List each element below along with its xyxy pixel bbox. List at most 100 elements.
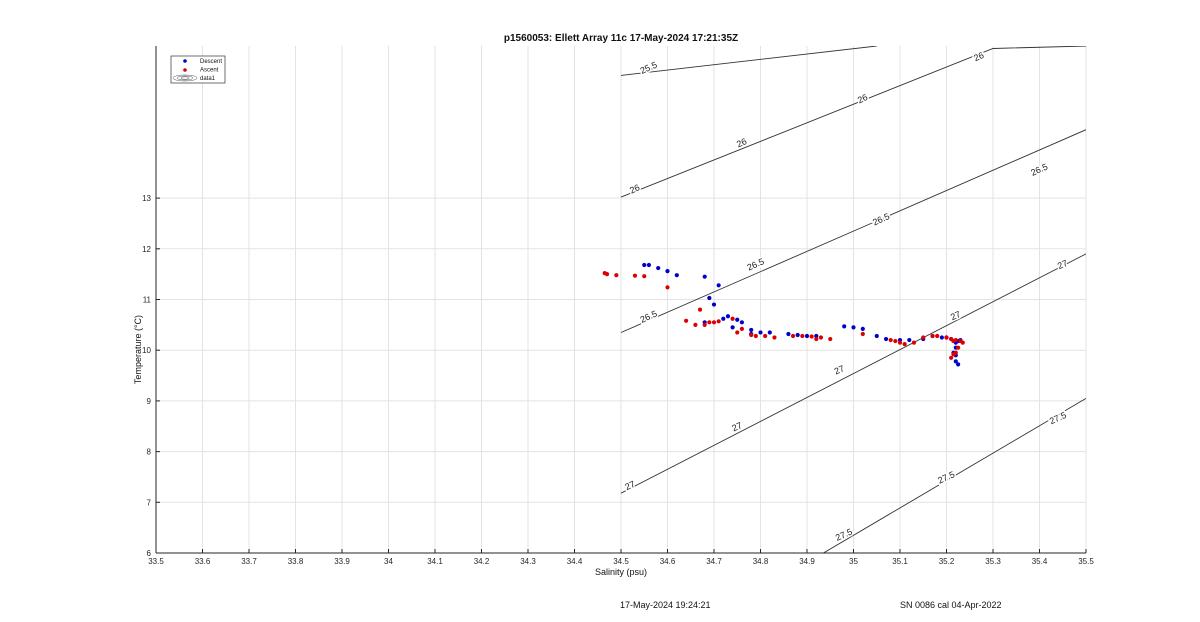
ascent-point (953, 337, 958, 343)
descent-point (874, 333, 879, 339)
descent-point (749, 327, 754, 333)
legend-descent-marker (183, 59, 187, 63)
legend-ascent-marker (183, 68, 187, 72)
ascent-point (902, 342, 907, 347)
contour-26.5 (620, 129, 1086, 333)
ascent-point (818, 335, 824, 340)
x-tick-label: 34.1 (427, 557, 443, 566)
descent-point (939, 335, 944, 340)
x-tick-label: 33.7 (241, 557, 257, 566)
descent-point (883, 336, 889, 342)
ascent-point (716, 319, 721, 324)
x-tick-label: 34.7 (706, 557, 722, 566)
descent-point (956, 362, 961, 367)
descent-point (795, 332, 800, 338)
legend-box (170, 55, 226, 84)
y-tick-label: 9 (147, 397, 152, 406)
descent-point (725, 314, 731, 319)
descent-point (642, 262, 647, 268)
x-tick-label: 33.9 (334, 557, 350, 566)
legend-label: Descent (200, 59, 222, 65)
descent-point (730, 325, 735, 330)
ascent-point (753, 333, 758, 339)
ascent-point (888, 337, 893, 343)
x-tick-label: 35.2 (939, 557, 955, 566)
footer-timestamp: 17-May-2024 19:24:21 (620, 600, 711, 610)
ascent-point (614, 273, 619, 278)
ascent-point (953, 350, 958, 355)
ascent-point (735, 330, 740, 335)
ascent-point (809, 334, 814, 339)
ascent-point (828, 336, 833, 342)
descent-point (860, 326, 865, 332)
ascent-point (956, 345, 961, 350)
y-axis-label: Temperature (°C) (133, 315, 143, 384)
ascent-point (860, 331, 865, 337)
ascent-point (665, 285, 670, 290)
y-tick-label: 10 (142, 346, 151, 355)
y-tick-label: 8 (147, 448, 152, 457)
ascent-point (697, 307, 703, 312)
ascent-point (921, 335, 926, 340)
ascent-point (893, 338, 898, 344)
ascent-point (642, 274, 647, 279)
ascent-point (800, 333, 805, 339)
y-tick-label: 7 (147, 498, 152, 507)
series-ascent (602, 271, 965, 360)
chart-title: p1560053: Ellett Array 11c 17-May-2024 1… (504, 33, 738, 44)
descent-point (767, 330, 772, 335)
x-tick-label: 35 (849, 557, 858, 566)
contour-27 (620, 253, 1086, 494)
descent-point (758, 330, 763, 335)
legend-label: data1 (200, 76, 216, 82)
ascent-point (707, 320, 712, 325)
descent-point (739, 320, 745, 325)
ascent-point (739, 326, 745, 332)
contour-25.5 (620, 46, 877, 76)
descent-point (674, 273, 679, 278)
ascent-point (763, 333, 768, 339)
y-tick-label: 11 (143, 296, 152, 305)
descent-point (646, 262, 652, 268)
descent-point (814, 333, 819, 339)
descent-point (735, 317, 740, 322)
ascent-point (604, 272, 610, 277)
ascent-point (949, 355, 954, 360)
x-tick-label: 34.5 (613, 557, 629, 566)
y-tick-label: 6 (147, 549, 152, 558)
x-tick-label: 34.6 (660, 557, 676, 566)
x-tick-label: 35.3 (985, 557, 1001, 566)
x-tick-label: 35.5 (1078, 557, 1094, 566)
descent-point (804, 333, 810, 339)
descent-point (851, 325, 856, 330)
x-axis-label: Salinity (psu) (595, 567, 647, 577)
y-tick-label: 12 (142, 245, 151, 254)
x-tick-label: 34.3 (520, 557, 536, 566)
x-tick-label: 35.1 (892, 557, 908, 566)
ascent-point (772, 335, 777, 340)
legend-contour-icon (172, 74, 198, 82)
x-tick-label: 34 (384, 557, 393, 566)
ascent-point (960, 340, 965, 345)
ascent-point (814, 336, 819, 342)
descent-point (702, 274, 707, 279)
ascent-point (702, 322, 707, 327)
x-tick-label: 33.8 (288, 557, 304, 566)
x-tick-label: 33.5 (148, 557, 164, 566)
descent-point (716, 283, 721, 288)
descent-point (953, 359, 958, 364)
ascent-point (711, 320, 717, 325)
ascent-point (935, 333, 940, 339)
data-points (602, 262, 965, 367)
x-tick-label: 34.8 (753, 557, 769, 566)
x-tick-label: 34.4 (567, 557, 583, 566)
descent-point (842, 324, 847, 329)
descent-point (707, 295, 712, 301)
ascent-point (897, 340, 903, 345)
descent-point (907, 337, 912, 343)
x-tick-label: 35.4 (1032, 557, 1048, 566)
ascent-point (930, 333, 935, 339)
ascent-point (684, 318, 689, 323)
ascent-point (749, 332, 754, 338)
